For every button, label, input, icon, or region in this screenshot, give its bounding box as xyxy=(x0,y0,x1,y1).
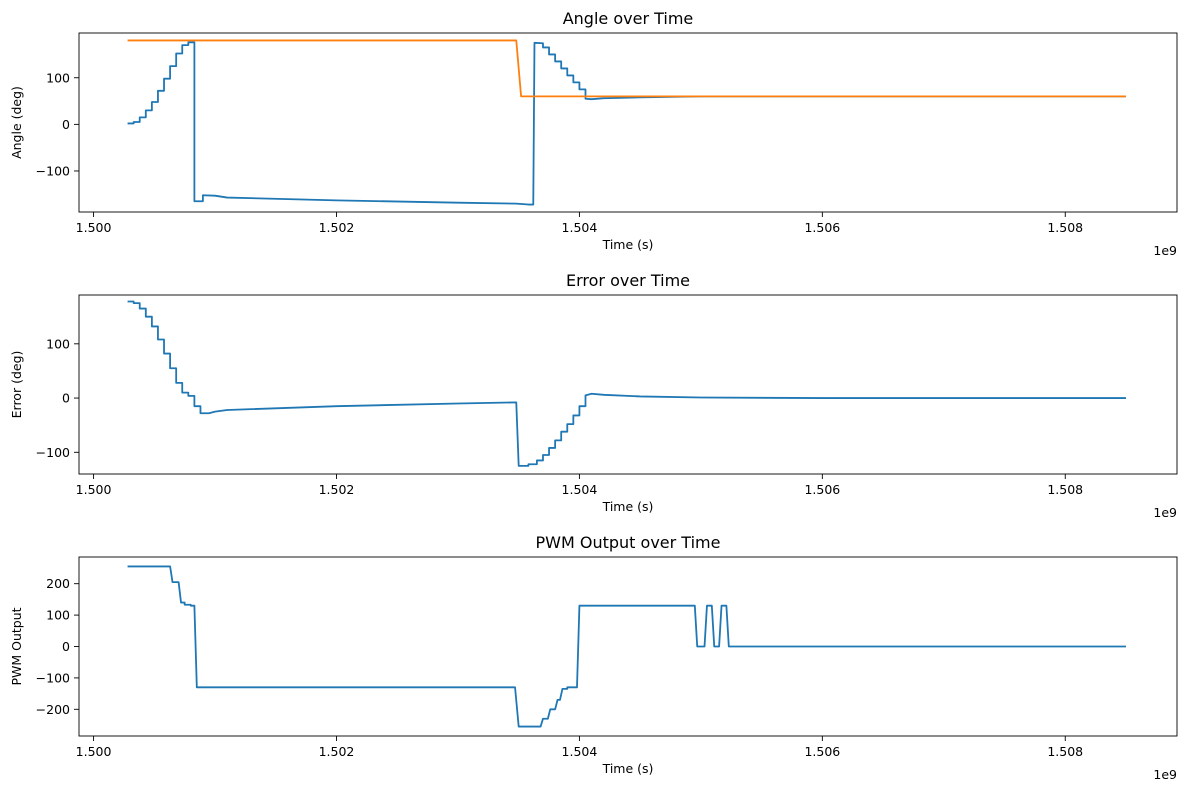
x-axis-label: Time (s) xyxy=(602,237,654,252)
y-tick-label: 200 xyxy=(46,576,70,591)
x-tick-label: 1.504 xyxy=(562,482,598,497)
x-tick-label: 1.500 xyxy=(76,744,112,759)
x-tick-label: 1.508 xyxy=(1047,220,1083,235)
plot-marks: 1.500 1.502 1.504 1.506 1.508 200 100 0 −100 −200 xyxy=(36,565,1126,759)
plot-frame xyxy=(78,294,1178,475)
y-tick-label: 0 xyxy=(62,639,70,654)
y-tick-label: −100 xyxy=(36,670,70,685)
subplot-angle: Angle over Time Time (s) Angle (deg) 1e9… xyxy=(9,9,1178,258)
plot-frame xyxy=(78,32,1178,213)
chart-title: Angle over Time xyxy=(563,9,694,28)
y-tick-label: 0 xyxy=(62,391,70,406)
y-tick-label: 100 xyxy=(46,336,70,351)
x-tick-label: 1.504 xyxy=(562,220,598,235)
series-line-1 xyxy=(127,565,1126,728)
x-tick-label: 1.502 xyxy=(319,220,355,235)
x-tick-label: 1.506 xyxy=(804,220,840,235)
y-axis-label: Error (deg) xyxy=(9,351,24,419)
y-tick-label: −100 xyxy=(36,445,70,460)
x-axis-label: Time (s) xyxy=(602,499,654,514)
x-tick-label: 1.500 xyxy=(76,220,112,235)
x-tick-label: 1.500 xyxy=(76,482,112,497)
x-tick-label: 1.508 xyxy=(1047,744,1083,759)
x-tick-label: 1.502 xyxy=(319,744,355,759)
x-tick-label: 1.506 xyxy=(804,744,840,759)
plot-marks: 1.500 1.502 1.504 1.506 1.508 100 0 −100 xyxy=(36,39,1126,235)
x-tick-label: 1.502 xyxy=(319,482,355,497)
x-offset-label: 1e9 xyxy=(1153,505,1177,520)
x-offset-label: 1e9 xyxy=(1153,767,1177,782)
y-tick-label: −200 xyxy=(36,702,70,717)
series-line-1 xyxy=(127,300,1126,467)
x-tick-label: 1.504 xyxy=(562,744,598,759)
plot-marks: 1.500 1.502 1.504 1.506 1.508 100 0 −100 xyxy=(36,300,1126,497)
series-line-1 xyxy=(127,41,1126,206)
subplot-pwm: PWM Output over Time Time (s) PWM Output… xyxy=(9,533,1178,782)
series-line-2 xyxy=(127,39,1126,98)
y-tick-label: 0 xyxy=(62,117,70,132)
subplot-error: Error over Time Time (s) Error (deg) 1e9… xyxy=(9,271,1178,520)
x-offset-label: 1e9 xyxy=(1153,243,1177,258)
x-tick-label: 1.508 xyxy=(1047,482,1083,497)
y-axis-label: PWM Output xyxy=(9,607,24,685)
chart-title: Error over Time xyxy=(566,271,690,290)
x-tick-label: 1.506 xyxy=(804,482,840,497)
x-axis-label: Time (s) xyxy=(602,761,654,776)
y-tick-label: 100 xyxy=(46,70,70,85)
y-axis-label: Angle (deg) xyxy=(9,86,24,159)
y-tick-label: −100 xyxy=(36,163,70,178)
y-tick-label: 100 xyxy=(46,608,70,623)
chart-title: PWM Output over Time xyxy=(536,533,721,552)
